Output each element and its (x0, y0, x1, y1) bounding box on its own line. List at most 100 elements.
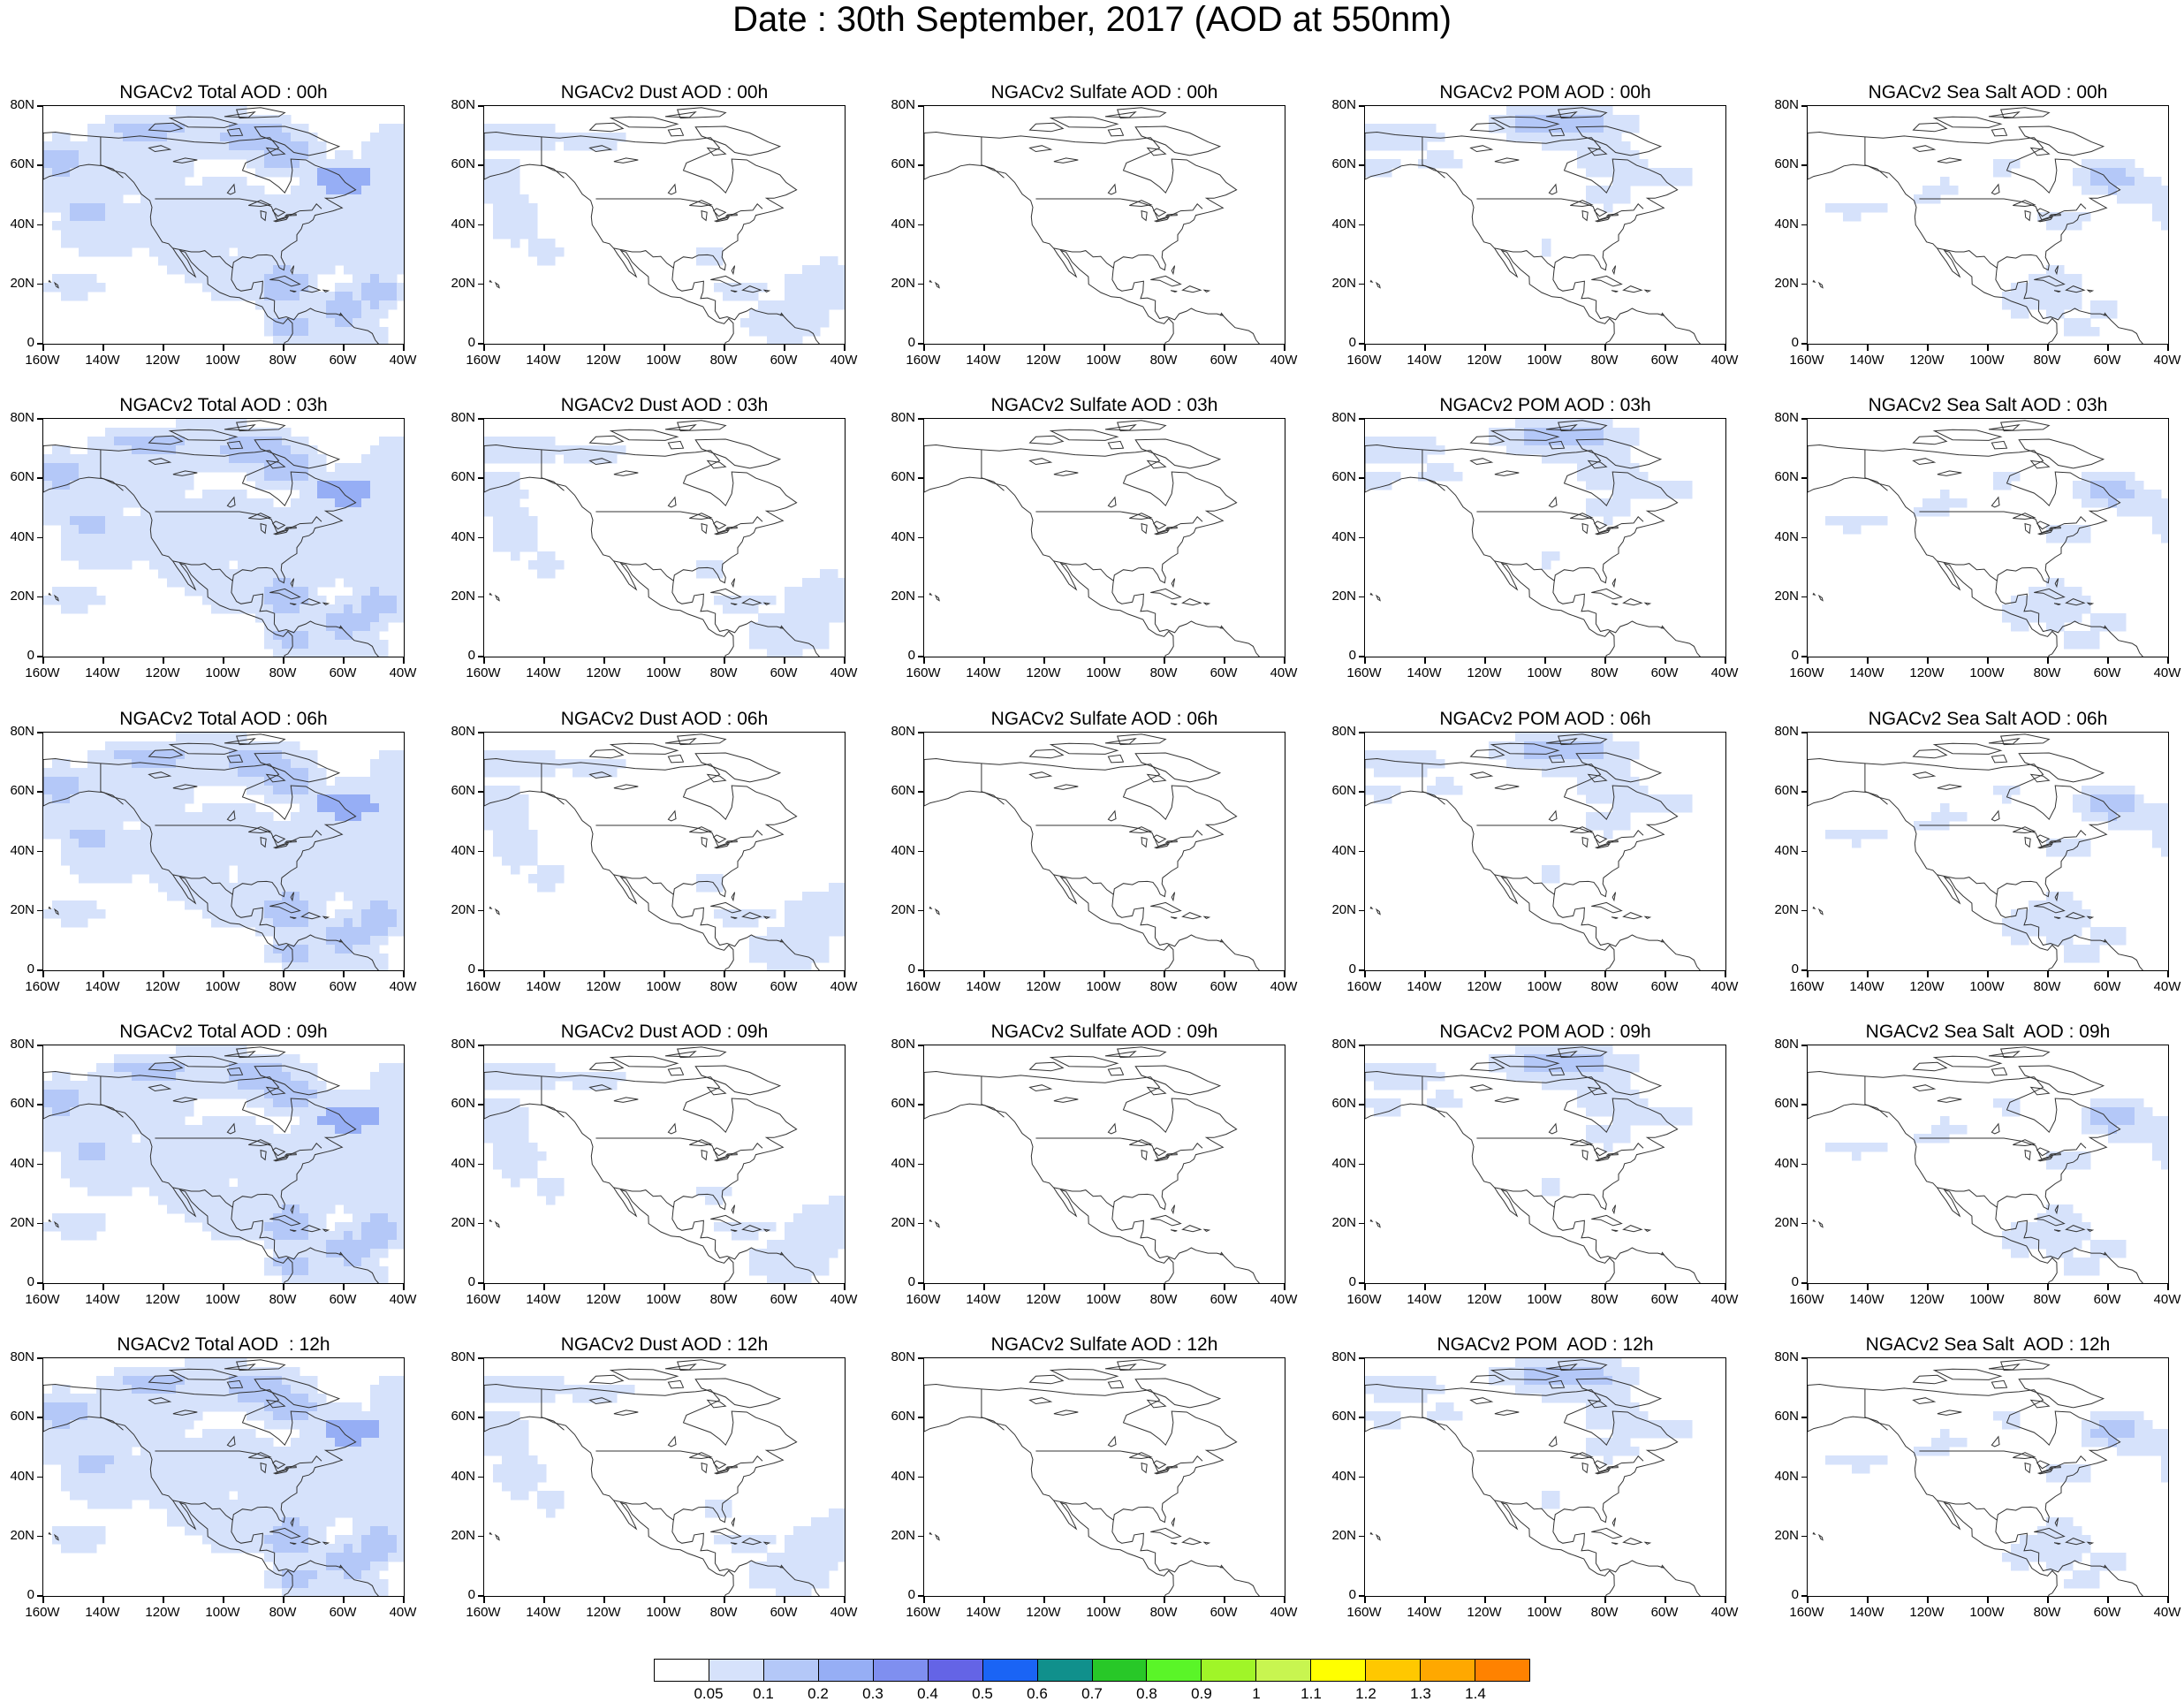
aod-cell (1604, 115, 1613, 125)
aod-cell (2099, 168, 2109, 178)
lon-tick (42, 345, 44, 351)
aod-cell (300, 133, 309, 142)
aod-cell (282, 883, 292, 893)
aod-cell (273, 300, 283, 310)
aod-cell (2073, 839, 2082, 848)
aod-cell (176, 1098, 186, 1108)
aod-cell (397, 909, 404, 919)
aod-cell (2064, 918, 2074, 928)
panel-title: NGACv2 Total AOD : 09h (119, 1022, 328, 1042)
aod-cell (388, 490, 398, 499)
aod-cell (1586, 159, 1596, 169)
aod-cell (353, 1143, 362, 1152)
lake-outline (1593, 520, 1608, 530)
aod-cell (1533, 133, 1543, 142)
aod-cell (1621, 768, 1631, 778)
aod-cell (2152, 821, 2162, 831)
island-outline (53, 594, 59, 602)
aod-cell (1949, 186, 1959, 195)
aod-cell (1621, 741, 1631, 751)
aod-cell (785, 336, 794, 344)
aod-cell (176, 883, 186, 893)
aod-cell (87, 543, 97, 552)
aod-cell (202, 256, 212, 266)
aod-cell (246, 918, 256, 928)
aod-cell (79, 794, 88, 804)
aod-cell (229, 803, 239, 813)
aod-cell (2090, 803, 2100, 813)
aod-cell (114, 507, 124, 517)
aod-map (483, 418, 846, 657)
aod-cell (123, 203, 133, 213)
lon-tick-label: 80W (1149, 979, 1178, 994)
aod-cell (132, 786, 141, 795)
aod-cell (2073, 613, 2082, 623)
aod-cell (758, 283, 768, 293)
aod-cell (282, 221, 292, 231)
us-mexico-border (1494, 874, 1555, 895)
aod-cell (317, 141, 327, 151)
aod-cell (581, 445, 591, 455)
aod-cell (353, 292, 362, 301)
aod-cell (105, 830, 115, 840)
aod-cell (388, 1116, 398, 1126)
aod-cell (2108, 794, 2118, 804)
aod-cell (2135, 194, 2144, 204)
aod-cell (1595, 445, 1604, 455)
aod-cell (211, 150, 221, 160)
aod-cell (511, 498, 520, 508)
arctic-island (1028, 748, 1065, 759)
lake-outline (588, 145, 613, 153)
aod-cell (1586, 812, 1596, 822)
aod-cell (1665, 481, 1675, 490)
aod-cell (317, 1143, 327, 1152)
aod-cell (511, 830, 520, 840)
aod-cell (361, 327, 371, 337)
aod-cell (397, 874, 404, 884)
aod-cell (176, 1125, 186, 1135)
aod-cell (370, 954, 380, 963)
aod-cell (2108, 159, 2118, 169)
aod-cell (308, 336, 318, 344)
aod-cell (493, 454, 503, 464)
aod-cell (255, 821, 265, 831)
aod-cell (114, 177, 124, 186)
aod-cell (2117, 803, 2127, 813)
aod-cell (140, 186, 150, 195)
aod-cell (176, 159, 186, 169)
aod-cell (158, 874, 168, 884)
aod-cell (1612, 741, 1622, 751)
aod-cell (1586, 507, 1596, 517)
aod-cell (361, 1116, 371, 1126)
aod-cell (202, 498, 212, 508)
lake-outline (724, 526, 738, 529)
aod-cell (273, 274, 283, 284)
lake-outline (284, 840, 297, 843)
aod-cell (52, 1107, 62, 1117)
aod-cell (123, 1081, 133, 1090)
aod-cell (61, 847, 71, 857)
aod-cell (397, 150, 404, 160)
map-panel-dust-2: NGACv2 Dust AOD : 06h 80N 60N 40N 20N 0 160W 14… (451, 707, 857, 999)
lon-tick-label: 60W (1210, 665, 1238, 680)
aod-cell (123, 221, 133, 231)
aod-cell (220, 106, 230, 116)
aod-cell (158, 560, 168, 570)
lat-tick-label: 40N (1774, 216, 1799, 232)
aod-cell (317, 194, 327, 204)
aod-cell (220, 124, 230, 133)
lat-tick-label: 80N (451, 724, 475, 739)
lat-tick-label: 60N (10, 469, 34, 485)
aod-cell (87, 759, 97, 769)
lon-tick (1544, 971, 1546, 977)
lat-tick-label: 80N (891, 410, 915, 425)
aod-cell (2117, 168, 2127, 178)
aod-cell (335, 936, 345, 946)
aod-cell (379, 141, 389, 151)
aod-cell (229, 1116, 239, 1126)
aod-cell (519, 212, 529, 222)
aod-cell (361, 177, 371, 186)
aod-cell (1542, 733, 1551, 742)
aod-cell (370, 1090, 380, 1099)
aod-cell (1604, 516, 1613, 526)
